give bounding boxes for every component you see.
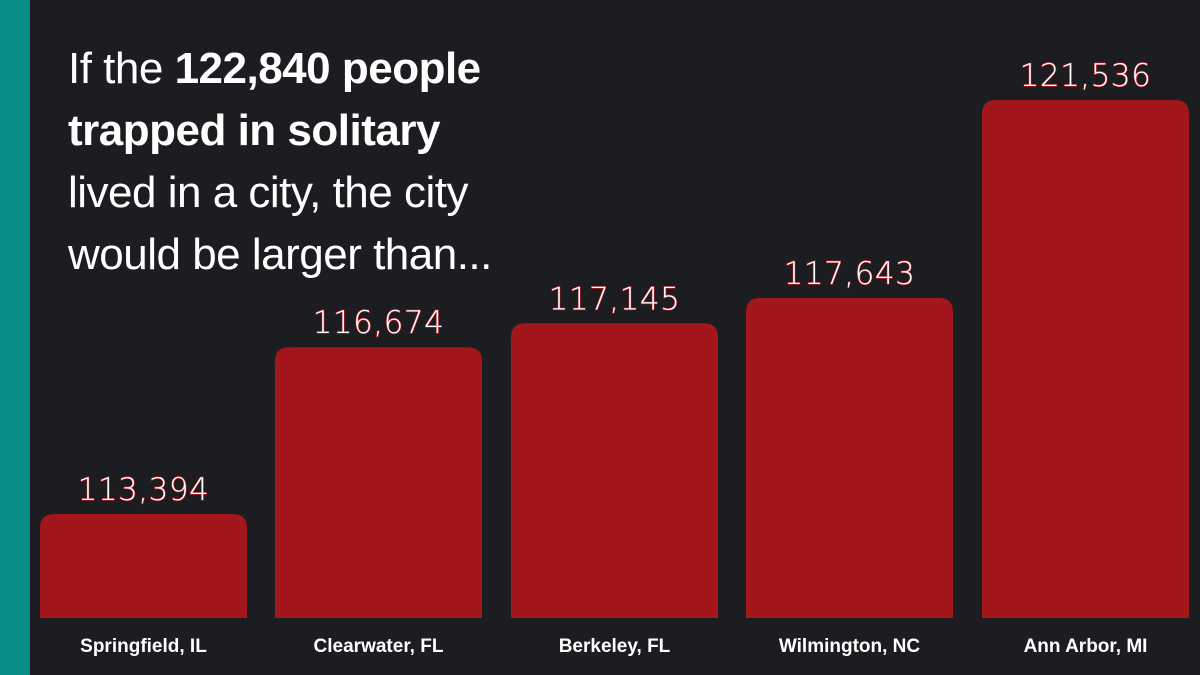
bar-4 — [982, 100, 1189, 618]
category-label-2: Berkeley, FL — [559, 636, 671, 657]
bar-3 — [746, 297, 953, 618]
bar-value-label-3: 117,643 — [784, 256, 916, 292]
headline-bold-count: 122,840 people — [174, 44, 482, 93]
category-label-3: Wilmington, NC — [779, 636, 921, 657]
bar-value-label-2: 117,145 — [549, 281, 681, 317]
category-label-1: Clearwater, FL — [314, 636, 444, 657]
bar-2 — [511, 323, 718, 618]
bar-value-label-0: 113,394 — [78, 472, 210, 508]
headline-part-1: If the — [68, 44, 175, 93]
category-label-0: Springfield, IL — [80, 636, 207, 657]
bar-1 — [275, 347, 482, 618]
headline: If the 122,840 people trapped in solitar… — [68, 38, 518, 286]
category-label-4: Ann Arbor, MI — [1024, 636, 1148, 657]
bar-value-label-1: 116,674 — [313, 305, 445, 341]
bar-value-label-4: 121,536 — [1020, 58, 1152, 94]
accent-stripe — [0, 0, 30, 675]
bar-0 — [40, 514, 247, 618]
headline-part-3: lived in a city, the city would be large… — [68, 168, 492, 279]
headline-bold-phrase: trapped in solitary — [68, 106, 440, 155]
